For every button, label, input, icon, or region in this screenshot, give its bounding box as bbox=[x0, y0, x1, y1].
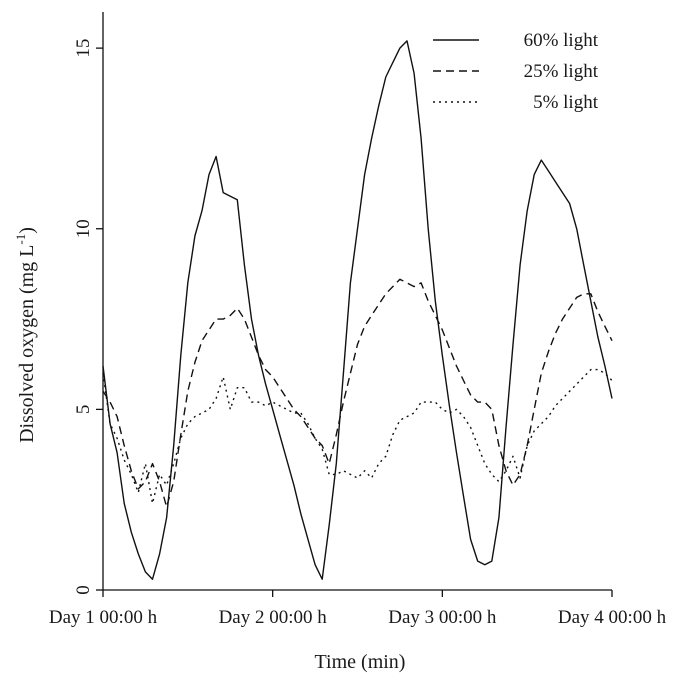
x-tick-label: Day 1 00:00 h bbox=[49, 607, 158, 628]
y-tick-label: 0 bbox=[73, 585, 94, 595]
y-axis-label-close: ) bbox=[16, 227, 38, 234]
y-axis-label-superscript: -1 bbox=[13, 234, 28, 245]
series-line-3 bbox=[102, 368, 613, 504]
series-lines bbox=[102, 40, 613, 580]
series-line-1 bbox=[102, 40, 613, 580]
y-tick-label: 5 bbox=[73, 405, 94, 415]
y-tick-label: 15 bbox=[73, 39, 94, 58]
x-tick-label: Day 2 00:00 h bbox=[219, 607, 328, 628]
plot-area bbox=[102, 12, 612, 591]
y-tick-label: 10 bbox=[73, 219, 94, 238]
y-axis: 0 5 10 15 bbox=[73, 39, 103, 595]
x-tick-label: Day 4 00:00 h bbox=[558, 607, 667, 628]
legend-label: 25% light bbox=[524, 61, 599, 82]
x-axis: Day 1 00:00 h Day 2 00:00 h Day 3 00:00 h D… bbox=[49, 590, 667, 628]
legend: 60% light 25% light 5% light bbox=[433, 30, 599, 113]
y-axis-label-main: Dissolved oxygen (mg L bbox=[16, 245, 38, 443]
series-line-2 bbox=[102, 278, 613, 508]
x-axis-label: Time (min) bbox=[315, 651, 406, 673]
legend-label: 5% light bbox=[533, 92, 599, 113]
legend-label: 60% light bbox=[524, 30, 599, 51]
y-axis-label: Dissolved oxygen (mg L-1) bbox=[13, 227, 38, 443]
x-tick-label: Day 3 00:00 h bbox=[388, 607, 497, 628]
